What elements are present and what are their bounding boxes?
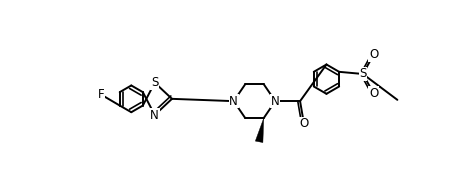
Text: O: O — [368, 87, 378, 100]
Text: F: F — [98, 88, 105, 101]
Text: S: S — [359, 68, 366, 80]
Text: O: O — [298, 117, 308, 130]
Text: N: N — [150, 108, 159, 122]
Polygon shape — [255, 118, 263, 143]
Text: O: O — [368, 48, 378, 61]
Text: N: N — [229, 95, 238, 108]
Text: S: S — [151, 76, 158, 89]
Text: N: N — [270, 95, 279, 108]
